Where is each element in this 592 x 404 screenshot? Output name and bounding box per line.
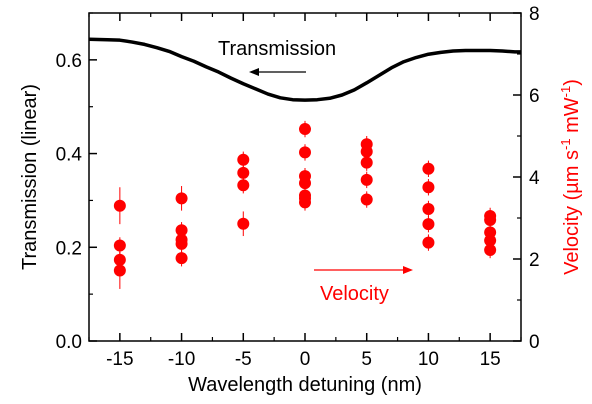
velocity-point [299,146,311,159]
y-right-title-exp2: -1 [558,86,573,98]
velocity-point [113,239,126,252]
velocity-point [175,237,188,250]
velocity-point [484,243,497,256]
velocity-point [299,177,311,190]
x-axis-title: Wavelength detuning (nm) [188,374,422,396]
y-left-tick-label: 0.0 [56,332,82,353]
velocity-point [175,192,188,205]
y-right-tick-label: 0 [529,332,540,353]
velocity-point [113,264,126,277]
velocity-series [113,120,497,289]
y-right-title-main: Velocity ( [561,193,583,274]
velocity-point [360,173,373,186]
transmission-series [88,37,521,102]
velocity-point [422,202,435,215]
velocity-arrow [314,266,413,274]
x-tick-label: 15 [480,349,501,370]
transmission-line [88,37,521,102]
y-right-tick-label: 6 [529,86,540,107]
velocity-point [237,217,250,230]
y-right-title-unit: µm s [561,150,583,194]
velocity-point [484,214,497,227]
y-left-tick-label: 0.4 [56,145,83,166]
y-left-tick-label: 0.2 [56,238,82,259]
x-tick-label: -15 [106,349,133,370]
transmission-annotation: Transmission [218,38,336,60]
y-left-tick-label: 0.6 [56,51,82,72]
velocity-point [484,234,497,247]
velocity-point [113,199,126,212]
y-right-title-unit2: mW [561,97,583,138]
y-right-title-exp1: -1 [558,138,573,150]
transmission-arrow [249,68,306,76]
velocity-point [422,162,435,175]
velocity-point [237,179,250,192]
y-right-title-close: ) [561,79,583,86]
velocity-point [237,166,250,179]
velocity-annotation: Velocity [320,283,389,305]
velocity-point [360,193,373,206]
velocity-point [422,218,435,231]
x-axis-ticks: -15 -10 -5 0 5 10 15 [88,13,522,370]
velocity-point [175,252,188,265]
x-tick-label: -5 [235,349,252,370]
y-left-axis-title: Transmission (linear) [19,84,41,270]
x-tick-label: 0 [300,349,311,370]
y-right-tick-label: 8 [529,4,540,25]
velocity-point [422,236,435,249]
x-tick-label: 10 [418,349,439,370]
x-tick-label: 5 [361,349,372,370]
y-right-tick-label: 4 [529,168,540,189]
velocity-point [360,145,373,158]
y-right-axis-ticks: 0 2 4 6 8 [513,4,540,353]
y-left-axis-ticks: 0.0 0.2 0.4 0.6 [56,12,97,353]
y-right-tick-label: 2 [529,250,540,271]
y-right-axis-title: Velocity (µm s-1 mW-1) [558,79,583,275]
velocity-point [299,196,311,209]
velocity-point [237,153,250,166]
x-tick-label: -10 [168,349,195,370]
velocity-point [422,181,435,194]
velocity-point [360,156,373,169]
velocity-point [175,224,188,237]
velocity-point [299,123,311,136]
